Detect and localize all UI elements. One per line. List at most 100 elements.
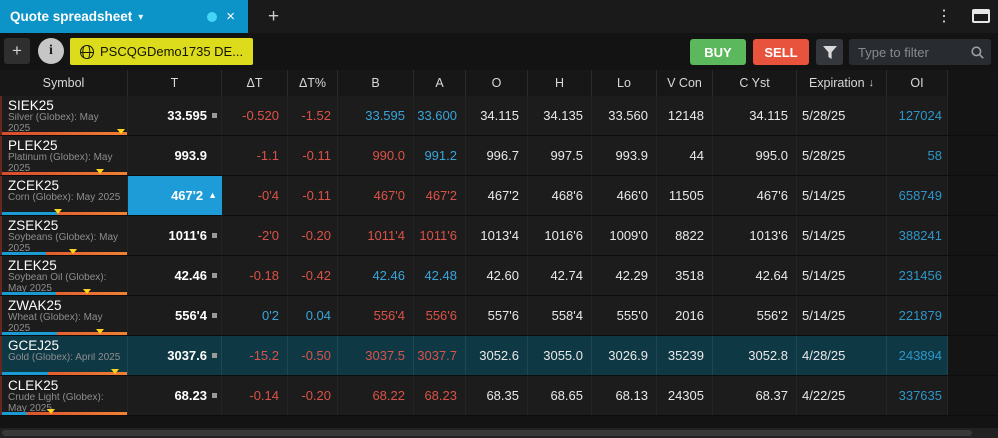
col-header-low[interactable]: Lo [592, 70, 657, 96]
col-header-delta-t-pct[interactable]: ΔT% [288, 70, 338, 96]
symbol-cell[interactable]: SIEK25 Silver (Globex): May 2025 [0, 96, 128, 135]
bid-cell[interactable]: 68.22 [338, 376, 414, 415]
net-change-cell[interactable]: -0'4 [222, 176, 288, 215]
net-change-pct-cell[interactable]: -0.50 [288, 336, 338, 375]
horizontal-scrollbar[interactable] [0, 428, 998, 438]
symbol-cell[interactable]: GCEJ25 Gold (Globex): April 2025 [0, 336, 128, 375]
symbol-cell[interactable]: ZCEK25 Corn (Globex): May 2025 [0, 176, 128, 215]
open-cell[interactable]: 467'2 [466, 176, 528, 215]
high-cell[interactable]: 1016'6 [528, 216, 592, 255]
expiration-cell[interactable]: 5/14/25 [797, 256, 887, 295]
net-change-cell[interactable]: 0'2 [222, 296, 288, 335]
net-change-pct-cell[interactable]: -0.42 [288, 256, 338, 295]
symbol-cell[interactable]: PLEK25 Platinum (Globex): May 2025 [0, 136, 128, 175]
bid-cell[interactable]: 990.0 [338, 136, 414, 175]
expiration-cell[interactable]: 5/14/25 [797, 216, 887, 255]
col-header-expiration[interactable]: Expiration ↓ [797, 70, 887, 96]
expiration-cell[interactable]: 5/28/25 [797, 136, 887, 175]
expiration-cell[interactable]: 4/28/25 [797, 336, 887, 375]
low-cell[interactable]: 68.13 [592, 376, 657, 415]
bid-cell[interactable]: 1011'4 [338, 216, 414, 255]
ask-cell[interactable]: 68.23 [414, 376, 466, 415]
open-cell[interactable]: 42.60 [466, 256, 528, 295]
symbol-cell[interactable]: ZWAK25 Wheat (Globex): May 2025 [0, 296, 128, 335]
open-cell[interactable]: 1013'4 [466, 216, 528, 255]
net-change-cell[interactable]: -15.2 [222, 336, 288, 375]
net-change-cell[interactable]: -0.18 [222, 256, 288, 295]
high-cell[interactable]: 3055.0 [528, 336, 592, 375]
filter-input[interactable] [849, 44, 971, 60]
last-trade-cell[interactable]: 993.9 [128, 136, 222, 175]
account-button[interactable]: PSCQGDemo1735 DE... [70, 38, 254, 65]
ask-cell[interactable]: 42.48 [414, 256, 466, 295]
net-change-pct-cell[interactable]: -0.11 [288, 136, 338, 175]
close-yesterday-cell[interactable]: 1013'6 [713, 216, 797, 255]
high-cell[interactable]: 68.65 [528, 376, 592, 415]
open-cell[interactable]: 34.115 [466, 96, 528, 135]
last-trade-cell[interactable]: 68.23 [128, 376, 222, 415]
open-interest-cell[interactable]: 221879 [887, 296, 948, 335]
open-interest-cell[interactable]: 58 [887, 136, 948, 175]
col-header-open[interactable]: O [466, 70, 528, 96]
volume-cell[interactable]: 11505 [657, 176, 713, 215]
volume-cell[interactable]: 2016 [657, 296, 713, 335]
table-row[interactable]: ZWAK25 Wheat (Globex): May 2025 556'4 0'… [0, 296, 998, 336]
close-yesterday-cell[interactable]: 34.115 [713, 96, 797, 135]
symbol-cell[interactable]: ZSEK25 Soybeans (Globex): May 2025 [0, 216, 128, 255]
low-cell[interactable]: 33.560 [592, 96, 657, 135]
high-cell[interactable]: 468'6 [528, 176, 592, 215]
bid-cell[interactable]: 3037.5 [338, 336, 414, 375]
close-yesterday-cell[interactable]: 467'6 [713, 176, 797, 215]
high-cell[interactable]: 42.74 [528, 256, 592, 295]
col-header-high[interactable]: H [528, 70, 592, 96]
ask-cell[interactable]: 991.2 [414, 136, 466, 175]
open-cell[interactable]: 996.7 [466, 136, 528, 175]
ask-cell[interactable]: 3037.7 [414, 336, 466, 375]
bid-cell[interactable]: 33.595 [338, 96, 414, 135]
bid-cell[interactable]: 42.46 [338, 256, 414, 295]
table-row[interactable]: ZLEK25 Soybean Oil (Globex): May 2025 42… [0, 256, 998, 296]
col-header-symbol[interactable]: Symbol [0, 70, 128, 96]
last-trade-cell[interactable]: 42.46 [128, 256, 222, 295]
table-row[interactable]: SIEK25 Silver (Globex): May 2025 33.595 … [0, 96, 998, 136]
table-row[interactable]: CLEK25 Crude Light (Globex): May 2025 68… [0, 376, 998, 416]
tab-close-icon[interactable]: × [226, 8, 235, 25]
ask-cell[interactable]: 1011'6 [414, 216, 466, 255]
table-row[interactable]: ZCEK25 Corn (Globex): May 2025 467'2 ▲ -… [0, 176, 998, 216]
net-change-pct-cell[interactable]: -0.20 [288, 376, 338, 415]
table-row[interactable]: GCEJ25 Gold (Globex): April 2025 3037.6 … [0, 336, 998, 376]
volume-cell[interactable]: 24305 [657, 376, 713, 415]
low-cell[interactable]: 555'0 [592, 296, 657, 335]
open-interest-cell[interactable]: 388241 [887, 216, 948, 255]
high-cell[interactable]: 558'4 [528, 296, 592, 335]
tab-quote-spreadsheet[interactable]: Quote spreadsheet ▾ × [0, 0, 248, 33]
volume-cell[interactable]: 8822 [657, 216, 713, 255]
high-cell[interactable]: 34.135 [528, 96, 592, 135]
net-change-cell[interactable]: -2'0 [222, 216, 288, 255]
high-cell[interactable]: 997.5 [528, 136, 592, 175]
volume-cell[interactable]: 44 [657, 136, 713, 175]
net-change-pct-cell[interactable]: -1.52 [288, 96, 338, 135]
expiration-cell[interactable]: 4/22/25 [797, 376, 887, 415]
open-interest-cell[interactable]: 658749 [887, 176, 948, 215]
net-change-pct-cell[interactable]: -0.20 [288, 216, 338, 255]
buy-button[interactable]: BUY [690, 39, 746, 65]
kebab-menu-icon[interactable]: ⋮ [936, 8, 952, 25]
net-change-cell[interactable]: -1.1 [222, 136, 288, 175]
volume-cell[interactable]: 35239 [657, 336, 713, 375]
net-change-pct-cell[interactable]: 0.04 [288, 296, 338, 335]
open-cell[interactable]: 3052.6 [466, 336, 528, 375]
low-cell[interactable]: 3026.9 [592, 336, 657, 375]
add-symbol-button[interactable]: + [4, 38, 30, 64]
bid-cell[interactable]: 556'4 [338, 296, 414, 335]
close-yesterday-cell[interactable]: 3052.8 [713, 336, 797, 375]
open-cell[interactable]: 68.35 [466, 376, 528, 415]
col-header-ask[interactable]: A [414, 70, 466, 96]
close-yesterday-cell[interactable]: 995.0 [713, 136, 797, 175]
close-yesterday-cell[interactable]: 68.37 [713, 376, 797, 415]
open-interest-cell[interactable]: 127024 [887, 96, 948, 135]
low-cell[interactable]: 42.29 [592, 256, 657, 295]
col-header-bid[interactable]: B [338, 70, 414, 96]
window-panel-icon[interactable] [972, 9, 990, 23]
volume-cell[interactable]: 12148 [657, 96, 713, 135]
